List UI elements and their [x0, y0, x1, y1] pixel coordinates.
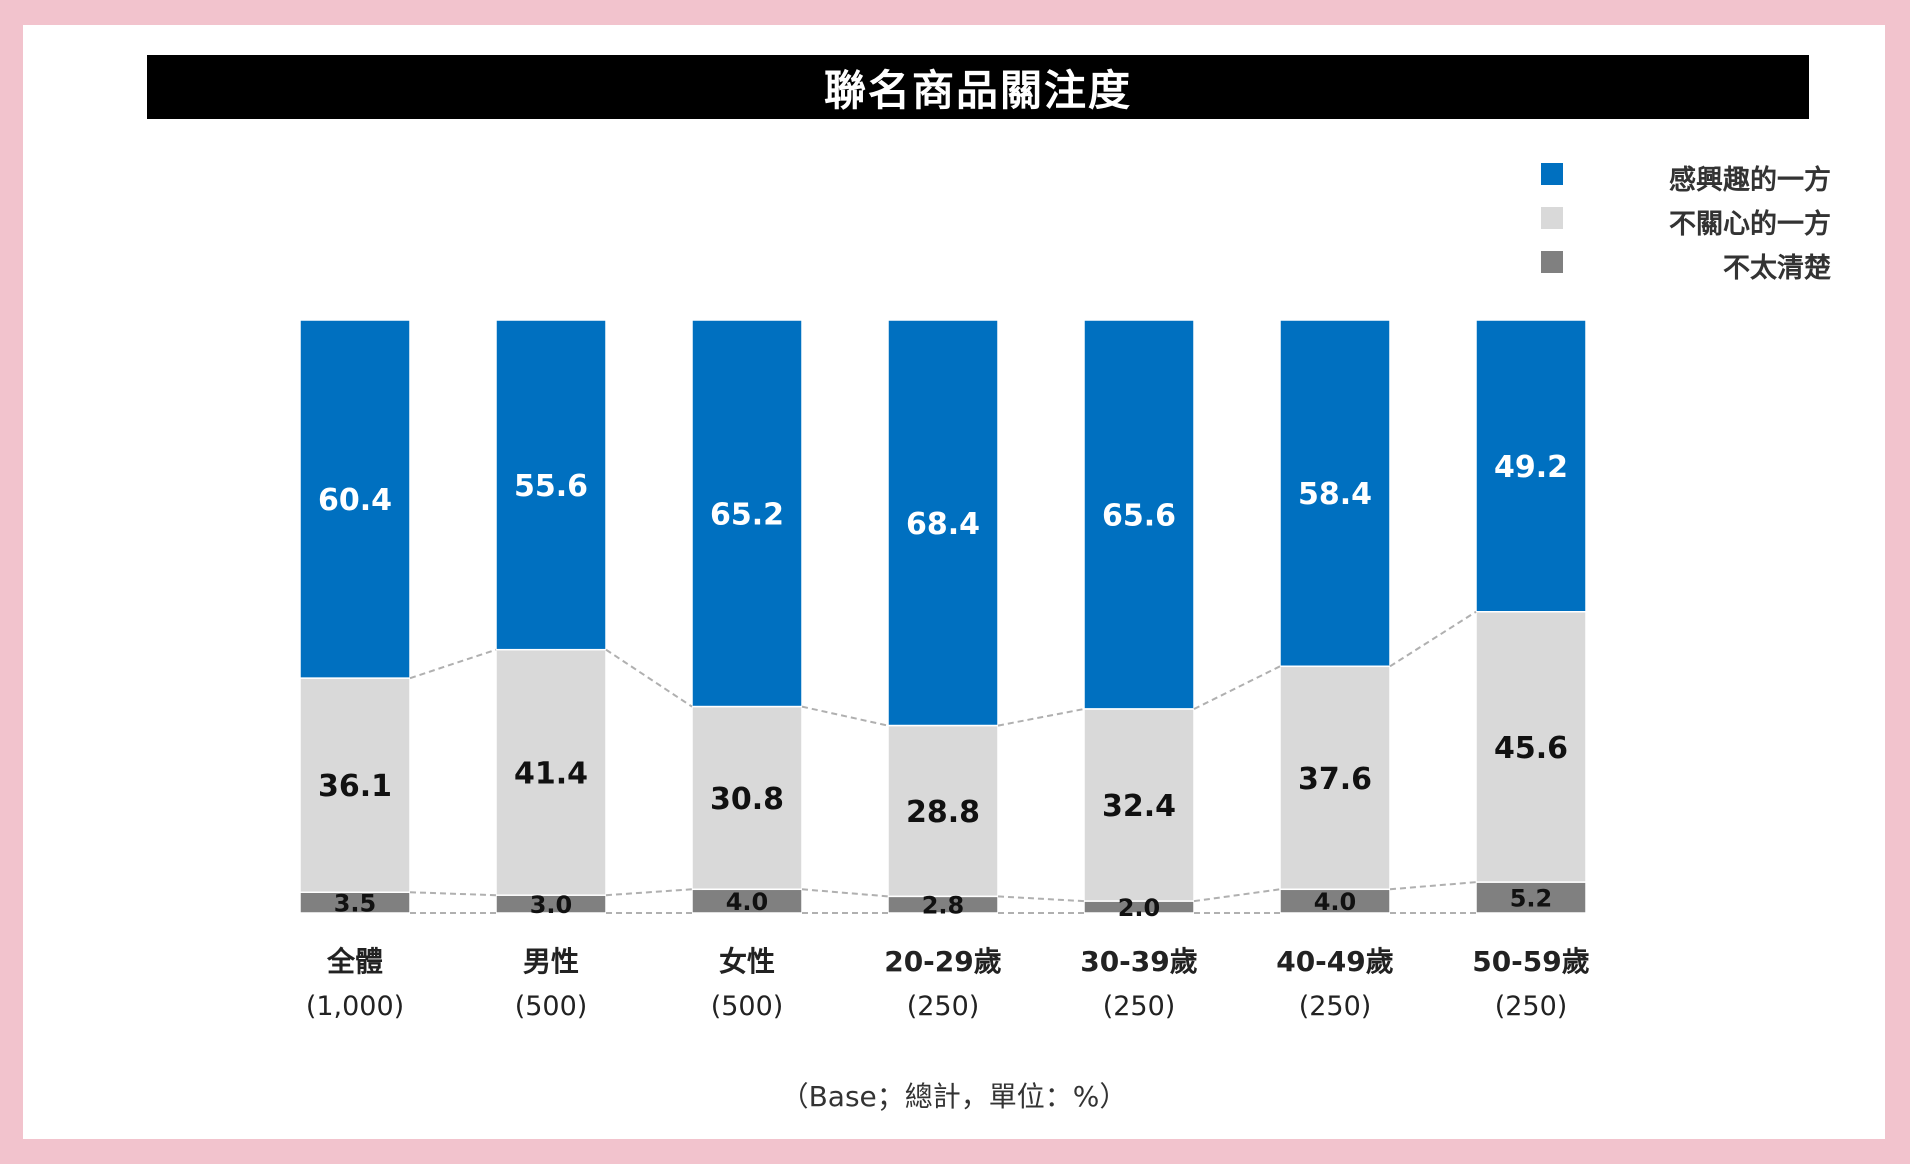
connector-line-1-1: [605, 888, 693, 897]
stacked-bar-chart: 60.4 36.1 3.5 全體 (1,000) 55.6 41.4 3.0 男性 (500) 65…: [299, 319, 1590, 1022]
data-label-not-sure-1: 3.0: [530, 891, 573, 919]
connector-line-4-1: [1193, 888, 1281, 903]
connector-line-5-1: [1389, 881, 1477, 891]
bar-not-sure-2: [691, 888, 803, 914]
data-label-not-sure-6: 5.2: [1510, 885, 1553, 913]
bar-not-interested-2: [691, 705, 803, 891]
legend-swatch-not-interested: [1541, 207, 1563, 229]
x-tick-label-4: 30-39歲: [1080, 945, 1198, 978]
data-label-interested-5: 58.4: [1298, 477, 1372, 512]
data-label-interested-6: 49.2: [1494, 450, 1568, 485]
chart-card: 聯名商品關注度 感興趣的一方 不關心的一方 不太清楚 60.4 36.1 3.5 全體…: [23, 25, 1885, 1139]
x-tick-label-2: 女性: [719, 945, 775, 978]
bar-interested-1: [495, 319, 607, 651]
bar-not-sure-0: [299, 891, 411, 914]
legend-swatch-interested: [1541, 163, 1563, 185]
bar-not-sure-6: [1475, 881, 1587, 914]
data-label-interested-3: 68.4: [906, 507, 980, 542]
bar-interested-5: [1279, 319, 1391, 668]
data-label-not-sure-3: 2.8: [922, 892, 965, 920]
x-base-label-3: (250): [907, 991, 980, 1022]
connector-line-3-0: [997, 708, 1085, 727]
bar-not-interested-5: [1279, 665, 1391, 891]
x-base-label-2: (500): [711, 991, 784, 1022]
data-label-not-interested-2: 30.8: [710, 782, 784, 817]
data-label-not-interested-0: 36.1: [318, 769, 392, 804]
legend-label-not-interested: 不關心的一方: [1669, 209, 1831, 240]
connector-line-2-1: [801, 888, 889, 898]
data-label-not-interested-4: 32.4: [1102, 789, 1176, 824]
bar-not-interested-0: [299, 677, 411, 893]
bar-not-interested-1: [495, 648, 607, 896]
data-label-not-interested-5: 37.6: [1298, 762, 1372, 797]
bar-not-sure-3: [887, 895, 999, 914]
legend-item-interested: 感興趣的一方: [1541, 155, 1841, 199]
connector-line-1-0: [605, 648, 693, 708]
x-tick-label-6: 50-59歲: [1472, 945, 1590, 978]
connector-line-2-0: [801, 705, 889, 727]
bar-not-interested-4: [1083, 708, 1195, 902]
x-base-label-4: (250): [1103, 991, 1176, 1022]
x-base-label-1: (500): [515, 991, 588, 1022]
legend-label-interested: 感興趣的一方: [1669, 165, 1831, 196]
bar-interested-3: [887, 319, 999, 727]
legend: 感興趣的一方 不關心的一方 不太清楚: [1541, 155, 1841, 287]
data-label-not-interested-3: 28.8: [906, 795, 980, 830]
chart-title: 聯名商品關注度: [147, 55, 1809, 119]
x-base-label-5: (250): [1299, 991, 1372, 1022]
data-label-interested-1: 55.6: [514, 469, 588, 504]
bar-not-interested-3: [887, 724, 999, 898]
connector-line-4-0: [1193, 665, 1281, 710]
x-tick-label-5: 40-49歲: [1276, 945, 1394, 978]
data-label-not-sure-0: 3.5: [334, 890, 377, 918]
footnote: （Base；總計，單位：%）: [780, 1080, 1128, 1113]
bar-not-sure-4: [1083, 900, 1195, 914]
legend-swatch-not-sure: [1541, 251, 1563, 273]
data-label-not-interested-1: 41.4: [514, 756, 588, 791]
x-base-label-0: (1,000): [306, 991, 404, 1022]
legend-item-not-sure: 不太清楚: [1541, 243, 1841, 287]
x-tick-label-3: 20-29歲: [884, 945, 1002, 978]
data-label-interested-0: 60.4: [318, 483, 392, 518]
x-base-label-6: (250): [1495, 991, 1568, 1022]
bar-interested-0: [299, 319, 411, 679]
connector-line-3-1: [997, 895, 1085, 903]
legend-item-not-interested: 不關心的一方: [1541, 199, 1841, 243]
legend-label-not-sure: 不太清楚: [1723, 253, 1831, 284]
data-label-not-sure-4: 2.0: [1118, 894, 1161, 922]
connector-line-0-1: [409, 891, 497, 897]
connector-line-5-0: [1389, 610, 1477, 668]
bar-not-sure-1: [495, 894, 607, 914]
data-label-not-interested-6: 45.6: [1494, 731, 1568, 766]
bar-interested-4: [1083, 319, 1195, 710]
bar-not-sure-5: [1279, 888, 1391, 914]
x-tick-label-0: 全體: [326, 945, 383, 978]
connector-line-0-0: [409, 648, 497, 680]
data-label-not-sure-5: 4.0: [1314, 888, 1357, 916]
data-label-not-sure-2: 4.0: [726, 888, 769, 916]
x-tick-label-1: 男性: [523, 945, 579, 978]
bar-interested-6: [1475, 319, 1587, 613]
data-label-interested-2: 65.2: [710, 497, 784, 532]
bar-not-interested-6: [1475, 611, 1587, 883]
bar-interested-2: [691, 319, 803, 708]
data-label-interested-4: 65.6: [1102, 499, 1176, 534]
